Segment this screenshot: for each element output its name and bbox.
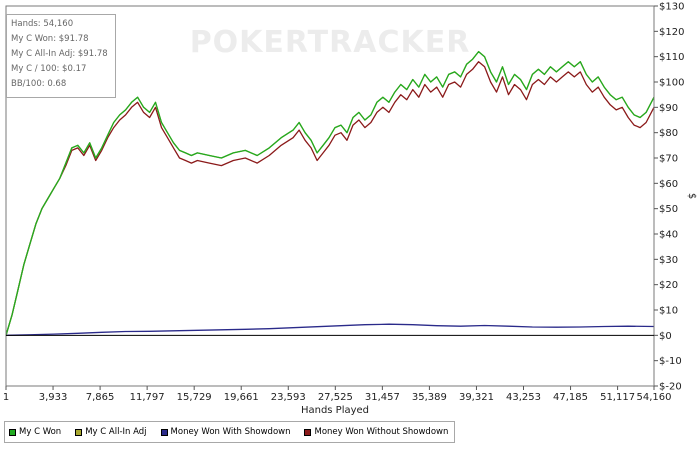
plot-area (5, 50, 655, 336)
x-axis-title: Hands Played (301, 405, 369, 416)
y-tick-label: $-20 (659, 382, 682, 393)
y-tick-label: $10 (659, 306, 678, 317)
y-tick-label: $40 (659, 230, 678, 241)
x-tick-label: 47,185 (553, 392, 588, 403)
legend-swatch-won (9, 428, 16, 436)
x-tick-label: 31,457 (365, 392, 400, 403)
legend-label-without-showdown: Money Won Without Showdown (314, 427, 449, 437)
y-tick-label: $70 (659, 154, 678, 165)
series-line-money-won-without-showdown (5, 61, 655, 336)
y-tick-label: $-10 (659, 356, 682, 367)
legend-swatch-allin-adj (75, 428, 83, 436)
stats-box: Hands: 54,160 My C Won: $91.78 My C All-… (6, 14, 116, 98)
x-tick-label: 19,661 (224, 392, 259, 403)
legend-item-with-showdown: Money Won With Showdown (160, 427, 291, 437)
y-tick-label: $100 (659, 78, 684, 89)
x-tick-label: 7,865 (86, 392, 115, 403)
legend-label-allin-adj: My C All-In Adj (85, 427, 147, 437)
y-tick-label: $110 (659, 52, 684, 63)
y-tick-label: $80 (659, 128, 678, 139)
y-tick-label: $20 (659, 280, 678, 291)
plot-border (5, 5, 655, 387)
legend-item-won: My C Won (9, 427, 61, 437)
x-tick-label: 43,253 (506, 392, 541, 403)
stats-per-100: My C / 100: $0.17 (11, 64, 87, 74)
x-tick-label: 11,797 (130, 392, 165, 403)
legend-swatch-without-showdown (304, 428, 312, 436)
x-tick-label: 51,117 (600, 392, 635, 403)
legend-item-allin-adj: My C All-In Adj (75, 427, 147, 437)
legend-item-without-showdown: Money Won Without Showdown (304, 427, 448, 437)
y-tick-label: $120 (659, 27, 684, 38)
series-line-money-won-with-showdown (5, 323, 655, 336)
y-axis-title: $ (686, 193, 697, 199)
axes: $-20 $-10 $0 $10 $20 $30 $40 $50 $60 $70 $80 $90 $10… (3, 2, 685, 404)
y-tick-label: $50 (659, 204, 678, 215)
x-tick-label: 1 (3, 392, 9, 403)
x-tick-label: 15,729 (177, 392, 212, 403)
series-line-my-c-won (5, 50, 655, 336)
x-tick-label: 23,593 (271, 392, 306, 403)
y-tick-label: $0 (659, 331, 672, 342)
legend-label-won: My C Won (19, 427, 62, 437)
x-tick-label: 54,160 (637, 392, 672, 403)
stats-hands: Hands: 54,160 (11, 19, 74, 29)
stats-bb-per-100: BB/100: 0.68 (11, 79, 67, 89)
y-tick-label: $130 (659, 2, 684, 13)
stats-allin-adj: My C All-In Adj: $91.78 (11, 49, 108, 59)
x-tick-label: 3,933 (39, 392, 68, 403)
x-tick-label: 27,525 (318, 392, 353, 403)
chart-legend: My C Won My C All-In Adj Money Won With … (4, 421, 456, 443)
x-tick-label: 35,389 (412, 392, 447, 403)
x-tick-label: 39,321 (459, 392, 494, 403)
y-tick-label: $30 (659, 255, 678, 266)
y-tick-label: $90 (659, 103, 678, 114)
legend-label-with-showdown: Money Won With Showdown (170, 427, 291, 437)
legend-swatch-with-showdown (160, 428, 168, 436)
y-tick-label: $60 (659, 179, 678, 190)
chart-watermark: POKERTRACKER (190, 25, 471, 60)
stats-won: My C Won: $91.78 (11, 34, 89, 44)
